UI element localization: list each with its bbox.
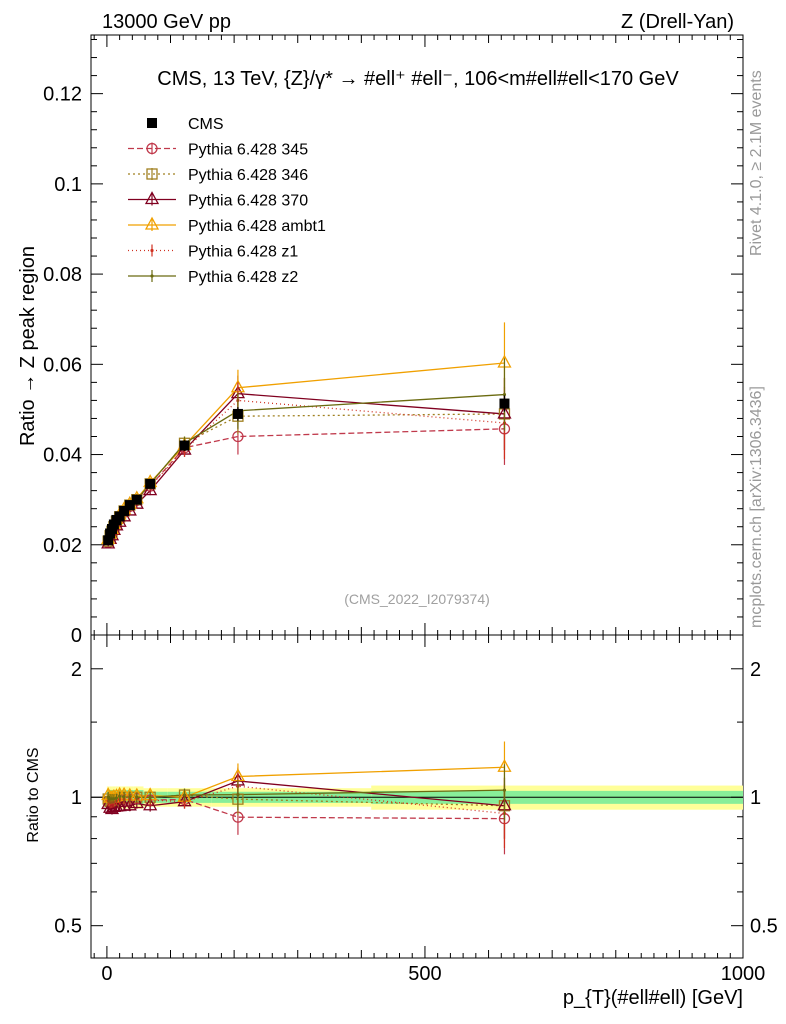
data-point	[124, 500, 135, 511]
series-line-345	[107, 428, 505, 543]
y-tick-label: 0.12	[43, 84, 82, 106]
legend: CMS Pythia 6.428 345 Pythia 6.428 346 Pythi…	[128, 116, 326, 286]
legend-label-345: Pythia 6.428 345	[188, 142, 308, 159]
y-tick-label: 0.04	[43, 445, 82, 467]
legend-marker-z1	[150, 248, 154, 253]
ratio-tick-label-right: 1	[750, 787, 761, 809]
x-axis-label: p_{T}(#ell#ell) [GeV]	[563, 987, 743, 1009]
legend-marker-ambt1	[144, 216, 160, 230]
legend-label-z1: Pythia 6.428 z1	[188, 244, 298, 261]
plot-title: CMS, 13 TeV, {Z}/γ* → #ell⁺ #ell⁻, 106<m…	[157, 68, 679, 90]
legend-label-370: Pythia 6.428 370	[188, 193, 308, 210]
series-point-z2	[502, 392, 507, 397]
y-tick-label: 0.08	[43, 264, 82, 286]
series-line-346	[107, 413, 505, 542]
ratio-point-z2	[128, 794, 132, 799]
ratio-point-z2	[502, 788, 507, 792]
legend-marker-z2	[150, 274, 154, 278]
series-point-370	[143, 482, 158, 496]
mcplots-label: mcplots.cern.ch [arXiv:1306.3436]	[748, 386, 765, 628]
ratio-point-z2	[148, 795, 152, 799]
data-point	[119, 505, 130, 516]
data-point	[131, 494, 142, 505]
ratio-point-z2	[118, 794, 122, 799]
ratio-point-z2	[122, 794, 126, 799]
legend-marker-346	[146, 168, 158, 180]
ratio-point-370	[143, 797, 158, 811]
energy-label: 13000 GeV pp	[102, 11, 231, 33]
ratio-tick-label-right: 2	[750, 659, 761, 681]
y-tick-label: 0.02	[43, 535, 82, 557]
legend-label-z2: Pythia 6.428 z2	[188, 269, 298, 286]
legend-label-ambt1: Pythia 6.428 ambt1	[188, 218, 326, 235]
x-tick-label: 1000	[721, 963, 766, 985]
x-tick-label: 500	[408, 963, 441, 985]
data-point	[179, 440, 190, 451]
ratio-tick-label-right: 0.5	[750, 916, 778, 938]
ratio-point-z2	[182, 793, 187, 797]
ratio-point-z2	[114, 796, 119, 800]
axes: 0 500 1000 0 0.02 0.04 0.06 0.08 0.1 0.12 0.5 0.5 1 1…	[43, 35, 778, 985]
ratio-point-z2	[135, 795, 139, 799]
data-point	[114, 511, 125, 522]
ratio-tick-label: 1	[71, 787, 82, 809]
y-tick-label: 0.1	[54, 174, 82, 196]
data-point	[499, 398, 510, 409]
y-tick-label: 0	[71, 625, 82, 647]
ratio-tick-label: 2	[71, 659, 82, 681]
ratio-point-z2	[236, 793, 240, 797]
data-point	[232, 408, 243, 419]
ratio-point-370	[129, 795, 144, 809]
series-line-ambt1	[107, 362, 505, 540]
ratio-point-z2	[112, 797, 116, 801]
legend-marker-cms	[147, 118, 157, 128]
legend-label-cms: CMS	[188, 116, 224, 133]
ratio-axis-label: Ratio to CMS	[25, 747, 42, 842]
series-line-z1	[107, 399, 505, 543]
ratio-tick-label: 0.5	[54, 916, 82, 938]
x-tick-label: 0	[101, 963, 112, 985]
rivet-label: Rivet 4.1.0, ≥ 2.1M events	[748, 70, 765, 256]
y-tick-label: 0.06	[43, 354, 82, 376]
series-markers	[101, 322, 512, 855]
series-line-370	[107, 392, 505, 545]
legend-label-346: Pythia 6.428 346	[188, 167, 308, 184]
data-point	[103, 535, 114, 546]
data-point	[145, 478, 156, 489]
legend-marker-370	[144, 191, 160, 205]
legend-marker-345	[146, 142, 158, 155]
process-label: Z (Drell-Yan)	[621, 11, 734, 33]
analysis-watermark: (CMS_2022_I2079374)	[344, 591, 490, 607]
y-axis-label: Ratio → Z peak region	[17, 246, 39, 446]
